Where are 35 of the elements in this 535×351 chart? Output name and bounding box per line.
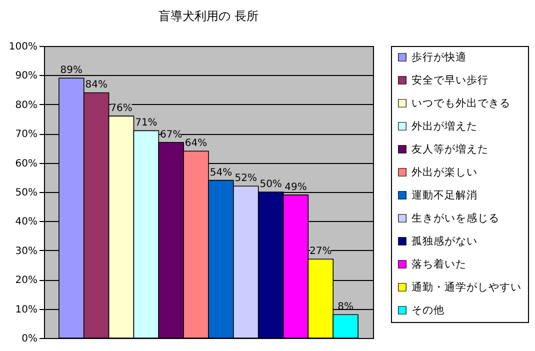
legend-label: 友人等が増えた <box>412 142 488 156</box>
data-label: 76% <box>110 103 132 114</box>
legend-label: 運動不足解消 <box>412 188 478 202</box>
data-label: 71% <box>135 118 158 129</box>
legend-label: 落ち着いた <box>412 257 466 270</box>
legend-label: 通勤・通学がしやすい <box>412 280 522 294</box>
y-tick-label: 10% <box>15 304 38 316</box>
y-tick-label: 80% <box>15 100 38 111</box>
y-tick-label: 30% <box>15 246 38 257</box>
data-label: 54% <box>210 167 232 178</box>
data-label: 64% <box>184 138 208 150</box>
data-label: 49% <box>284 182 307 193</box>
data-label: 89% <box>60 65 83 76</box>
legend-label: 外出が増えた <box>412 119 478 132</box>
y-tick-label: 60% <box>15 158 38 170</box>
y-tick-label: 20% <box>15 275 38 286</box>
y-tick-label: 0% <box>22 334 38 344</box>
y-tick-label: 50% <box>15 188 38 198</box>
data-label: 84% <box>85 80 108 91</box>
data-label: 52% <box>234 173 258 184</box>
y-tick-label: 100% <box>8 42 38 52</box>
y-tick-label: 90% <box>15 70 38 82</box>
data-label: 67% <box>160 129 182 140</box>
y-tick-label: 70% <box>15 129 38 140</box>
legend-label: その他 <box>412 304 444 316</box>
legend-label: 外出が楽しい <box>412 165 478 178</box>
y-tick-label: 40% <box>15 216 38 228</box>
data-label: 50% <box>260 179 282 190</box>
legend-label: 歩行が快適 <box>412 50 466 64</box>
legend-label: 孤独感がない <box>412 234 478 248</box>
legend-label: 安全で早い歩行 <box>412 73 488 86</box>
data-label: 27% <box>310 246 332 258</box>
legend-label: 生きがいを感じる <box>412 211 500 224</box>
legend-label: いつでも外出できる <box>412 96 510 110</box>
chart-title: 盲導犬利用の 長所 <box>158 9 258 23</box>
